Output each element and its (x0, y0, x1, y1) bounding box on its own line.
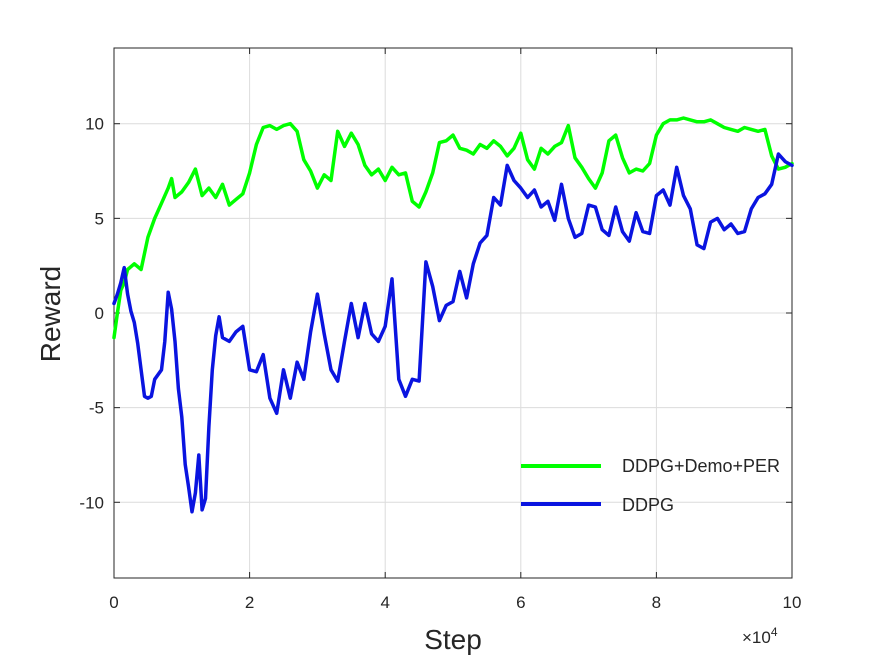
legend-label-ddpg: DDPG (622, 495, 674, 515)
x-multiplier-exponent: 4 (771, 625, 778, 639)
x-axis-multiplier: ×104 (742, 625, 778, 647)
y-tick-label: -5 (89, 399, 104, 418)
y-tick-label: 0 (95, 304, 104, 323)
x-multiplier-base: ×10 (742, 628, 771, 647)
series-line-ddpg-demo-per (112, 116, 794, 340)
series-line-ddpg (112, 152, 794, 514)
y-tick-label: -10 (79, 493, 104, 512)
x-tick-label: 4 (380, 593, 389, 612)
x-tick-label: 10 (783, 593, 802, 612)
x-tick-label: 0 (109, 593, 118, 612)
x-tick-label: 2 (245, 593, 254, 612)
x-tick-label: 6 (516, 593, 525, 612)
series (112, 116, 794, 514)
legend-label-ddpg-demo-per: DDPG+Demo+PER (622, 456, 780, 476)
ticks: 0 2 4 6 8 10 -10 -5 0 5 10 (79, 48, 801, 612)
x-axis-label: Step (424, 624, 482, 655)
y-tick-label: 5 (95, 209, 104, 228)
y-axis-label: Reward (35, 266, 66, 362)
legend: DDPG+Demo+PER DDPG (521, 456, 780, 515)
x-tick-label: 8 (652, 593, 661, 612)
y-tick-label: 10 (85, 115, 104, 134)
